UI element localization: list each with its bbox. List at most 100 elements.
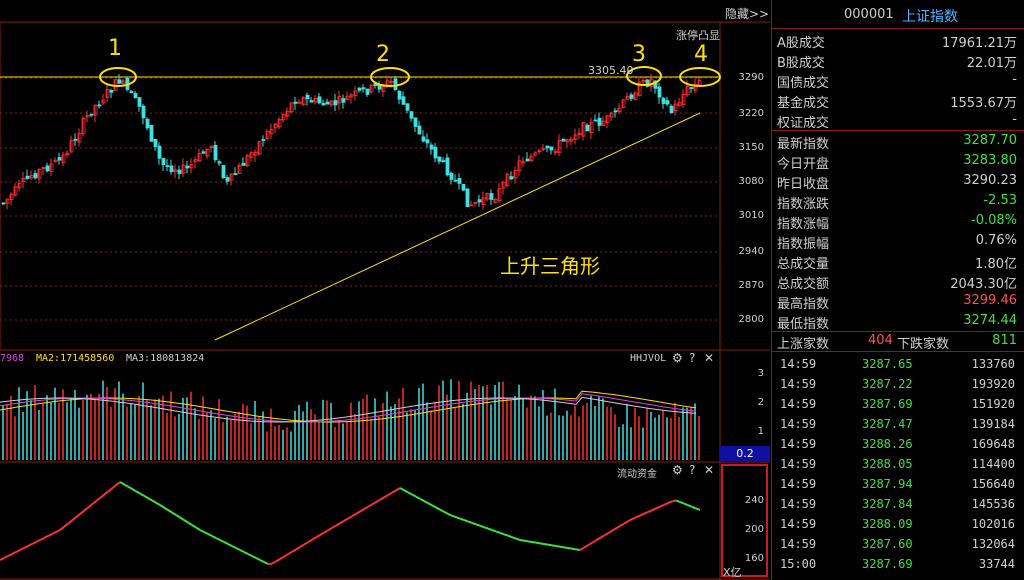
flow-segment [443,510,449,515]
flow-segment [467,520,473,524]
flow-segment [231,545,237,549]
flow-segment [379,496,385,501]
vol-settings-icon[interactable]: ⚙ [672,351,683,365]
candle-body [457,178,462,184]
flow-segment [187,521,193,526]
vol-close-icon[interactable]: ✕ [704,351,715,365]
candle-body [405,103,410,111]
candle-body [293,101,298,104]
flow-segment [175,514,181,519]
limit-up-highlight-label[interactable]: 涨停凸显 [676,29,720,42]
candle-body [625,96,630,100]
flow-segment [579,546,585,551]
flow-segment [447,513,453,517]
flow-segment [55,529,61,533]
candle-body [1,202,6,205]
flow-segment [203,531,209,535]
hide-panel-link[interactable]: 隐藏>> [725,7,770,21]
flow-close-icon[interactable]: ✕ [704,463,715,477]
index-stat-value: -0.08% [971,213,1017,228]
flow-segment [323,529,329,534]
flow-segment [515,537,521,541]
candle-body [221,165,226,179]
flow-segment [111,484,117,490]
flow-settings-icon[interactable]: ⚙ [672,463,683,477]
candle-body [617,108,622,113]
candle-body [469,204,474,207]
candle-body [409,111,414,119]
candle-body [565,139,570,143]
flow-segment [151,499,157,504]
flow-segment [623,520,629,525]
flow-segment [451,514,457,519]
index-code: 000001 [844,7,894,22]
flow-tick-240: 240 [744,495,764,506]
flow-segment [87,503,93,509]
flow-segment [83,506,89,512]
flow-segment [527,540,533,543]
flow-segment [0,557,5,561]
flow-segment [643,511,649,515]
candle-body [601,120,606,126]
candle-body [329,100,334,106]
flow-segment [659,503,665,508]
tick-volume: 133760 [971,357,1015,371]
tick-volume: 102016 [971,517,1015,531]
candle-body [325,101,330,105]
candle-body [313,97,318,103]
flow-indicator-name[interactable]: 流动资金 [617,469,657,480]
candle-body [41,167,46,169]
candle-body [417,125,422,135]
candle-body [609,112,614,118]
tick-volume: 156640 [971,477,1015,491]
candle-body [693,83,698,91]
flow-segment [103,490,109,496]
candle-body [657,86,662,98]
vol-value-box: 0.2 [720,446,770,462]
vol-help-icon[interactable]: ? [689,351,696,365]
flow-segment [475,523,481,527]
tick-volume: 151920 [971,397,1015,411]
tick-time: 14:59 [780,397,817,411]
index-name[interactable]: 上证指数 [902,9,958,25]
turnover-label: A股成交 [777,36,825,51]
candle-body [185,165,190,169]
index-stat-value: 3287.70 [963,133,1017,148]
tick-time: 14:59 [780,537,817,551]
market-breadth-row: 上涨家数 404 下跌家数 811 [772,331,1024,352]
tick-volume: 193920 [971,377,1015,391]
flow-segment [587,541,593,547]
flow-segment [675,499,681,503]
flow-help-icon[interactable]: ? [689,463,696,477]
candle-body [193,159,198,163]
candle-body [165,165,170,167]
flow-segment [79,510,85,515]
marker-3: 3 [632,42,646,67]
tick-row: 14:59 3287.84 145536 [772,494,1024,514]
index-stat-label: 最新指数 [777,137,830,152]
candle-body [605,115,610,123]
tick-time: 14:59 [780,497,817,511]
index-stat-value: 2043.30亿 [950,277,1017,292]
flow-segment [683,502,689,507]
vol-tick-1: 1 [757,426,764,437]
tick-row: 14:59 3288.26 169648 [772,434,1024,454]
candle-body [77,133,82,143]
candle-body [153,139,158,147]
candle-body [73,138,78,141]
candle-body [161,158,166,166]
vol-ma1-label: 7968 [0,353,25,364]
vol-indicator-name[interactable]: HHJVOL [630,353,667,364]
flow-segment [603,532,609,537]
tick-row: 15:00 3287.69 33744 [772,554,1024,574]
index-stat-row: 总成交额 2043.30亿 [772,271,1024,292]
candle-body [169,165,174,173]
chart-area[interactable]: 隐藏>> 涨停凸显 3305.40 1 2 3 4 上升三角形 3290 322… [0,0,770,580]
flow-segment [163,506,169,511]
flow-segment [423,500,429,504]
flow-segment [95,497,101,502]
index-stat-value: 3274.44 [963,313,1017,328]
candlestick-chart[interactable] [0,0,770,580]
candle-body [333,100,338,106]
index-stat-label: 昨日收盘 [777,177,830,192]
